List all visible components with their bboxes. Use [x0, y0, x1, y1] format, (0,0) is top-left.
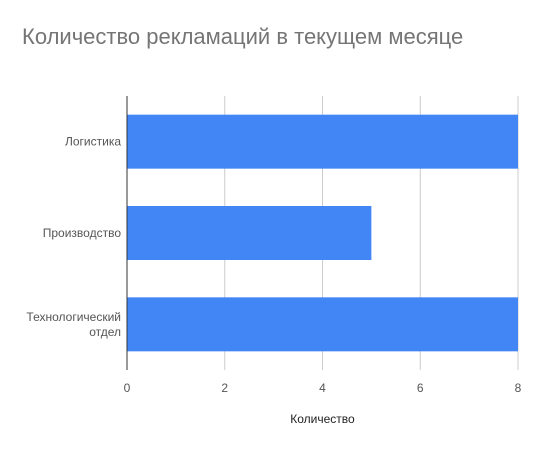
category-label-0: Логистика	[65, 135, 121, 149]
chart-title: Количество рекламаций в текущем месяце	[22, 24, 464, 49]
x-tick-label-2: 4	[319, 381, 326, 395]
x-tick-label-0: 0	[124, 381, 131, 395]
x-axis-label: Количество	[290, 412, 355, 426]
category-label-2: Технологический отдел	[26, 310, 121, 339]
bar-0	[127, 114, 518, 169]
x-tick-label-4: 8	[515, 381, 522, 395]
category-label-1: Производство	[43, 226, 122, 240]
x-tick-label-3: 6	[417, 381, 424, 395]
bar-1	[127, 206, 372, 260]
bar-2	[127, 297, 518, 352]
x-tick-label-1: 2	[221, 381, 228, 395]
